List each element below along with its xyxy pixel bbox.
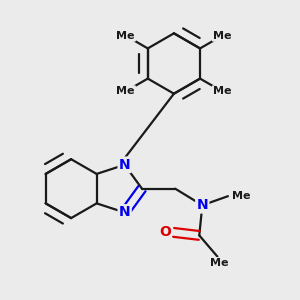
Text: Me: Me bbox=[213, 31, 232, 40]
Text: O: O bbox=[159, 225, 171, 239]
Text: N: N bbox=[196, 198, 208, 212]
Text: N: N bbox=[119, 206, 130, 220]
Text: Me: Me bbox=[116, 86, 135, 96]
Text: N: N bbox=[119, 158, 130, 172]
Text: Me: Me bbox=[116, 31, 135, 40]
Text: Me: Me bbox=[213, 86, 232, 96]
Text: Me: Me bbox=[232, 191, 250, 201]
Text: Me: Me bbox=[210, 258, 229, 268]
